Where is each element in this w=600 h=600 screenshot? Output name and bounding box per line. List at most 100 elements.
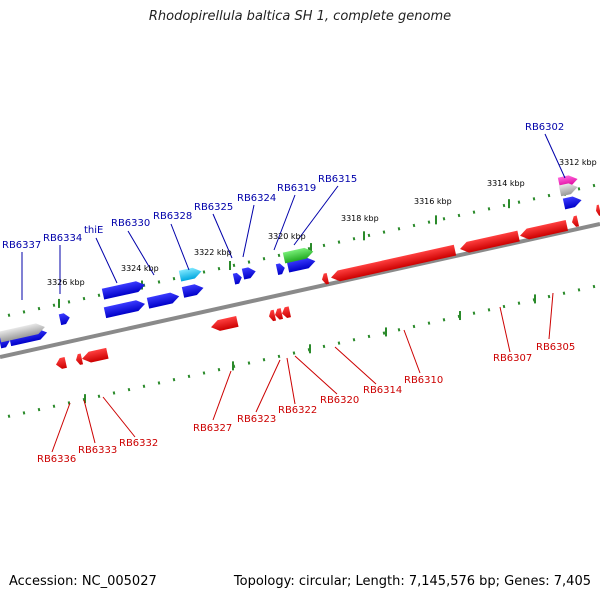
- reverse-gene-arrow: [275, 308, 284, 320]
- grey-feature: [0, 323, 45, 343]
- green-feature: [282, 247, 314, 264]
- tick-label: 3320 kbp: [268, 232, 306, 241]
- reverse-gene-arrow: [331, 244, 457, 282]
- forward-gene-arrow: [241, 267, 256, 280]
- tick-dot: [442, 318, 446, 322]
- tick-dot: [112, 391, 116, 395]
- tick-dot: [322, 344, 326, 349]
- feature-layer: [0, 175, 600, 369]
- reverse-gene-arrow: [572, 215, 580, 227]
- leader-line: [273, 194, 296, 251]
- reverse-gene-arrow: [82, 347, 109, 363]
- reverse-gene-arrow: [76, 353, 84, 365]
- tick-dot: [382, 331, 386, 335]
- leader-line: [334, 346, 377, 385]
- tick-label: 3314 kbp: [487, 179, 525, 188]
- tick-dot: [277, 354, 281, 359]
- forward-gene-arrow: [275, 263, 285, 275]
- tick-dot: [172, 377, 176, 382]
- tick-dot: [217, 266, 221, 271]
- tick-dot: [97, 293, 101, 297]
- reverse-gene-label: RB6307: [493, 353, 532, 364]
- forward-gene-arrow: [101, 281, 145, 300]
- tick-dot: [142, 384, 146, 388]
- tick-label: 3322 kbp: [194, 248, 232, 257]
- forward-gene-label: RB6302: [525, 122, 564, 133]
- tick-dot: [292, 351, 296, 355]
- forward-gene-label: RB6319: [277, 183, 316, 194]
- forward-gene-label: thiE: [84, 225, 103, 236]
- label-layer: 3326 kbp 3324 kbp 3322 kbp 3320 kbp 3318 kbp…: [2, 122, 597, 465]
- tick-dot: [262, 257, 266, 261]
- tick-dot: [367, 334, 371, 339]
- tick-dot: [472, 210, 476, 214]
- reverse-gene-label: RB6314: [363, 385, 402, 396]
- leader-line: [212, 213, 233, 259]
- tick-dot: [67, 300, 71, 304]
- tick-dot: [427, 220, 431, 224]
- tick-dot: [532, 197, 536, 201]
- tick-dot: [502, 203, 506, 208]
- tick-dot: [547, 193, 551, 198]
- tick-dot: [172, 276, 176, 281]
- tick-dot: [157, 381, 161, 385]
- tick-dot: [217, 367, 221, 372]
- tick-dot: [577, 288, 581, 292]
- accession-text: Accession: NC_005027: [9, 574, 157, 589]
- reverse-gene-label: RB6322: [278, 405, 317, 416]
- forward-gene-arrow: [181, 284, 204, 298]
- forward-gene-label: RB6334: [43, 233, 82, 244]
- label-line-layer: [21, 133, 566, 453]
- leader-line: [51, 402, 71, 453]
- leader-line: [102, 396, 136, 438]
- tick-dot: [547, 294, 551, 299]
- backbone-layer: [0, 222, 600, 359]
- tick-dot: [127, 387, 131, 392]
- tick-dot: [592, 284, 596, 289]
- tick-dot: [427, 321, 431, 325]
- tick-dot: [97, 394, 101, 398]
- genome-backbone: [0, 222, 600, 359]
- tick-dot: [337, 341, 341, 345]
- reverse-gene-label: RB6310: [404, 375, 443, 386]
- forward-gene-label: RB6315: [318, 174, 357, 185]
- tick-dot: [247, 260, 251, 264]
- tick-label: 3326 kbp: [47, 278, 85, 287]
- tick-dot: [337, 240, 341, 244]
- forward-gene-label: RB6337: [2, 240, 41, 251]
- tick-dot: [472, 311, 476, 315]
- tick-dot: [7, 414, 11, 418]
- forward-gene-arrow: [58, 313, 70, 326]
- reverse-gene-label: RB6336: [37, 454, 76, 465]
- tick-label: 3312 kbp: [559, 158, 597, 167]
- tick-dot: [37, 407, 41, 412]
- tick-dot: [502, 304, 506, 309]
- reverse-gene-label: RB6333: [78, 445, 117, 456]
- leader-line: [127, 230, 155, 276]
- tick-label: 3318 kbp: [341, 214, 379, 223]
- tick-dot: [442, 217, 446, 221]
- tick-dot: [382, 230, 386, 234]
- tick-dot: [202, 270, 206, 274]
- tick-dot: [487, 308, 491, 312]
- leader-line: [548, 292, 554, 340]
- leader-line: [95, 237, 118, 284]
- tick-dot: [352, 338, 356, 342]
- reverse-gene-arrow: [211, 316, 239, 331]
- forward-gene-arrow: [146, 292, 180, 309]
- leader-line: [499, 306, 511, 353]
- forward-gene-label: RB6325: [194, 202, 233, 213]
- reverse-gene-label: RB6332: [119, 438, 158, 449]
- tick-dot: [232, 263, 236, 268]
- tick-dot: [412, 324, 416, 329]
- tick-dot: [22, 411, 26, 415]
- reverse-gene-arrow: [596, 204, 600, 216]
- tick-dot: [577, 187, 581, 191]
- tick-dot: [187, 374, 191, 379]
- reverse-gene-arrow: [322, 272, 330, 285]
- reverse-gene-arrow: [269, 309, 277, 322]
- tick-label: 3324 kbp: [121, 264, 159, 273]
- forward-gene-label: RB6324: [237, 193, 276, 204]
- tick-dot: [457, 213, 461, 218]
